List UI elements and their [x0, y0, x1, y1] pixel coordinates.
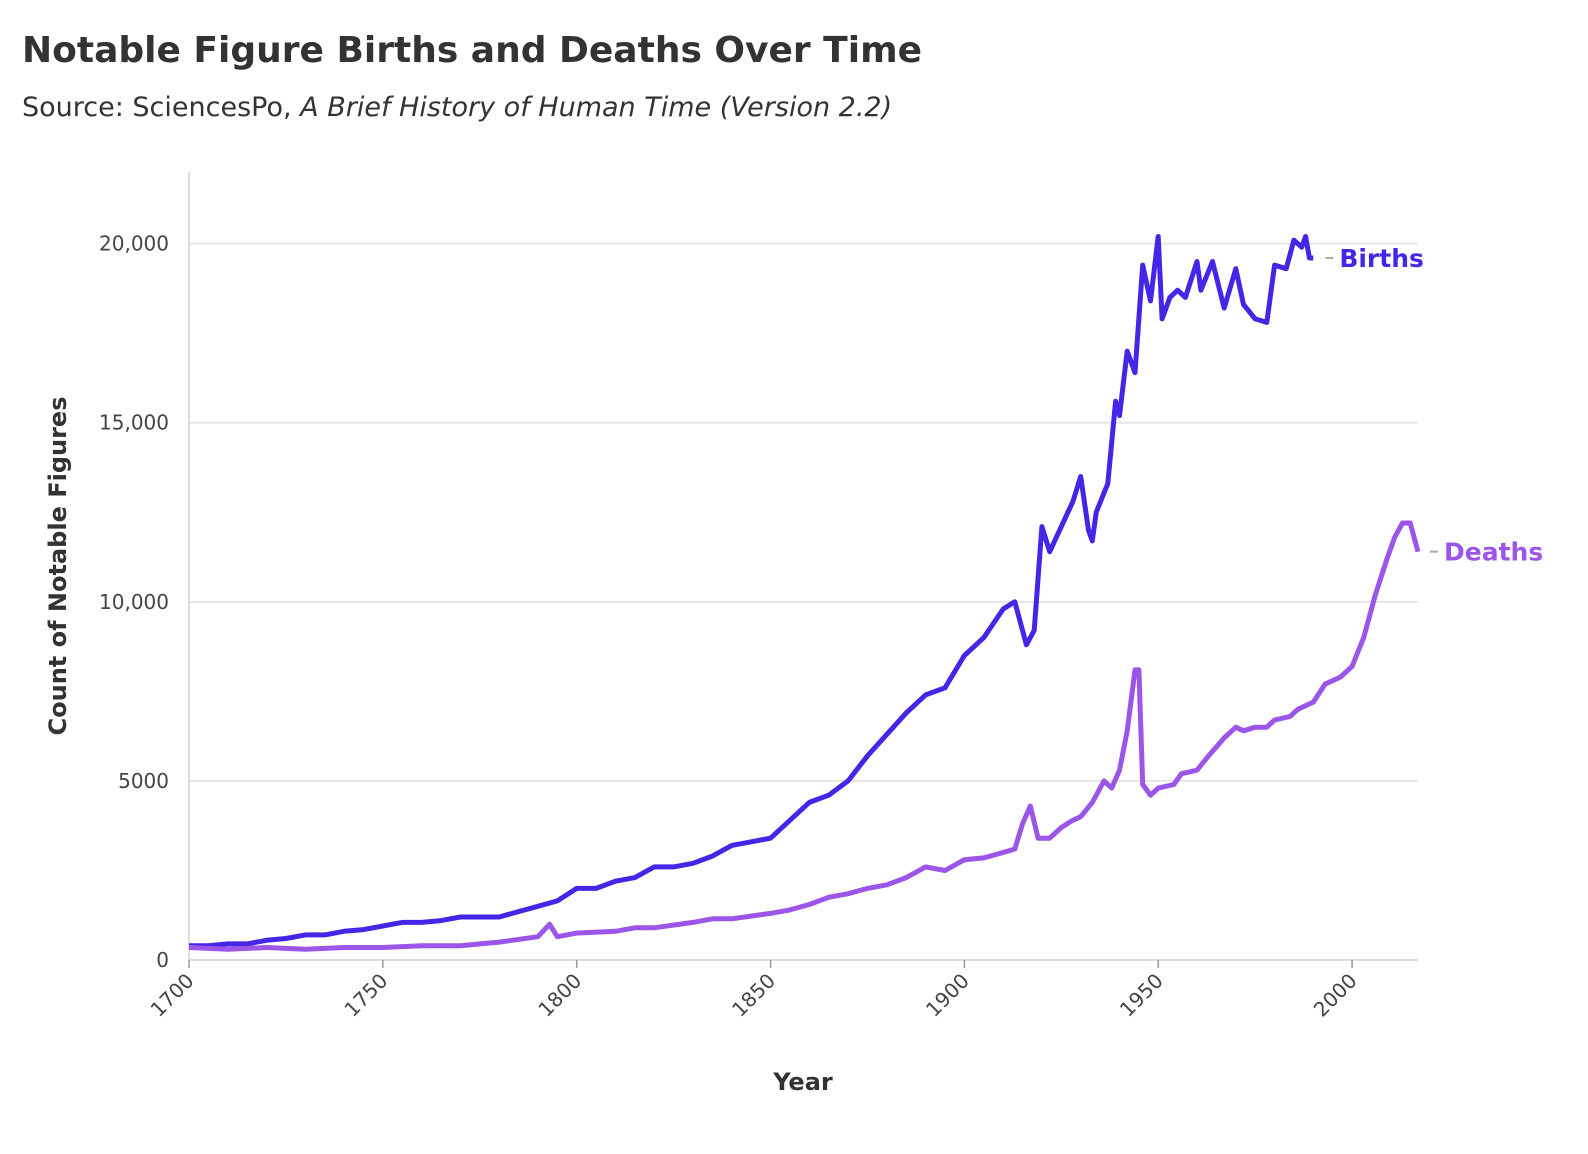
x-tick-label: 1700 [146, 969, 199, 1022]
y-tick-label: 20,000 [99, 232, 169, 256]
x-tick-label: 1950 [1115, 969, 1168, 1022]
subtitle-work: A Brief History of Human Time (Version 2… [298, 92, 892, 123]
chart-title: Notable Figure Births and Deaths Over Ti… [22, 30, 922, 71]
chart-subtitle: Source: SciencesPo, A Brief History of H… [22, 92, 892, 123]
x-tick-label: 2000 [1309, 969, 1362, 1022]
series-label: Deaths [1444, 538, 1543, 567]
y-tick-label: 15,000 [99, 411, 169, 435]
y-axis-label: Count of Notable Figures [44, 397, 72, 736]
x-tick-label: 1850 [727, 969, 780, 1022]
y-tick-label: 0 [156, 948, 169, 972]
y-tick-label: 10,000 [99, 590, 169, 614]
x-tick-label: 1900 [921, 969, 974, 1022]
series-line [189, 234, 1314, 949]
x-tick-label: 1800 [533, 969, 586, 1022]
series-label: Births [1339, 244, 1424, 273]
series-line [188, 520, 1421, 952]
y-tick-label: 5000 [118, 769, 169, 793]
subtitle-source: Source: SciencesPo, [22, 92, 292, 123]
x-axis-label: Year [772, 1068, 833, 1096]
x-tick-label: 1750 [339, 969, 392, 1022]
